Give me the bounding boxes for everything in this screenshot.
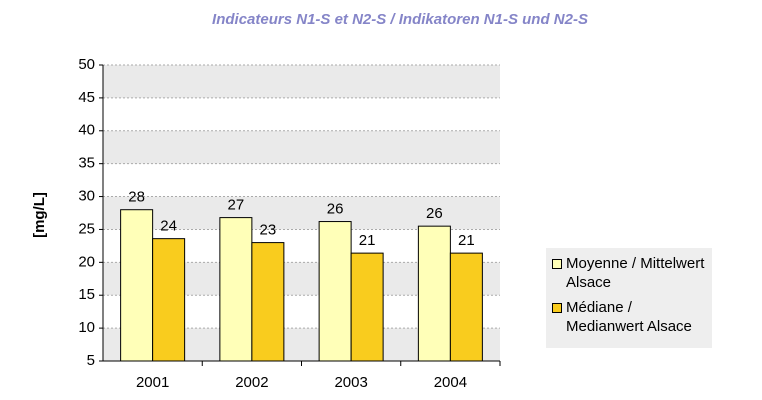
legend-label: Moyenne / Mittelwert Alsace bbox=[566, 255, 705, 291]
bar bbox=[318, 221, 352, 362]
bar bbox=[449, 252, 483, 362]
y-tick-label: 50 bbox=[78, 56, 95, 73]
bar bbox=[417, 225, 451, 362]
bar bbox=[251, 242, 285, 362]
grid-band bbox=[103, 65, 500, 98]
x-tick-label: 2002 bbox=[235, 374, 268, 391]
y-tick-label: 45 bbox=[78, 89, 95, 106]
y-axis-label: [mg/L] bbox=[31, 192, 48, 238]
value-label: 28 bbox=[128, 189, 145, 206]
legend-label: Médiane / Medianwert Alsace bbox=[566, 299, 692, 335]
value-label: 21 bbox=[359, 232, 376, 249]
y-tick-label: 5 bbox=[87, 352, 95, 369]
value-label: 26 bbox=[426, 205, 443, 222]
bar bbox=[350, 252, 384, 362]
value-label: 23 bbox=[260, 222, 277, 239]
bar bbox=[219, 217, 253, 362]
legend-swatch bbox=[552, 259, 562, 269]
y-tick-label: 10 bbox=[78, 319, 95, 336]
x-tick-label: 2004 bbox=[434, 374, 467, 391]
x-tick-label: 2001 bbox=[136, 374, 169, 391]
legend: Moyenne / Mittelwert Alsace Médiane / Med… bbox=[546, 248, 712, 348]
chart-title: Indicateurs N1-S et N2-S / Indikatoren N… bbox=[212, 11, 588, 28]
grid-band bbox=[103, 196, 500, 230]
bar bbox=[120, 209, 154, 362]
grid-band bbox=[103, 130, 500, 164]
y-tick-label: 40 bbox=[78, 122, 95, 139]
y-tick-label: 15 bbox=[78, 286, 95, 303]
x-tick-label: 2003 bbox=[334, 374, 367, 391]
value-label: 24 bbox=[160, 218, 177, 235]
bar bbox=[152, 238, 186, 362]
y-tick-label: 30 bbox=[78, 188, 95, 205]
y-tick-label: 25 bbox=[78, 220, 95, 237]
y-tick-label: 35 bbox=[78, 155, 95, 172]
y-tick-label: 20 bbox=[78, 253, 95, 270]
value-label: 26 bbox=[327, 201, 344, 218]
legend-swatch bbox=[552, 303, 562, 313]
value-label: 21 bbox=[458, 232, 475, 249]
legend-item: Moyenne / Mittelwert Alsace bbox=[552, 254, 710, 292]
value-label: 27 bbox=[228, 197, 245, 214]
legend-item: Médiane / Medianwert Alsace bbox=[552, 298, 710, 336]
